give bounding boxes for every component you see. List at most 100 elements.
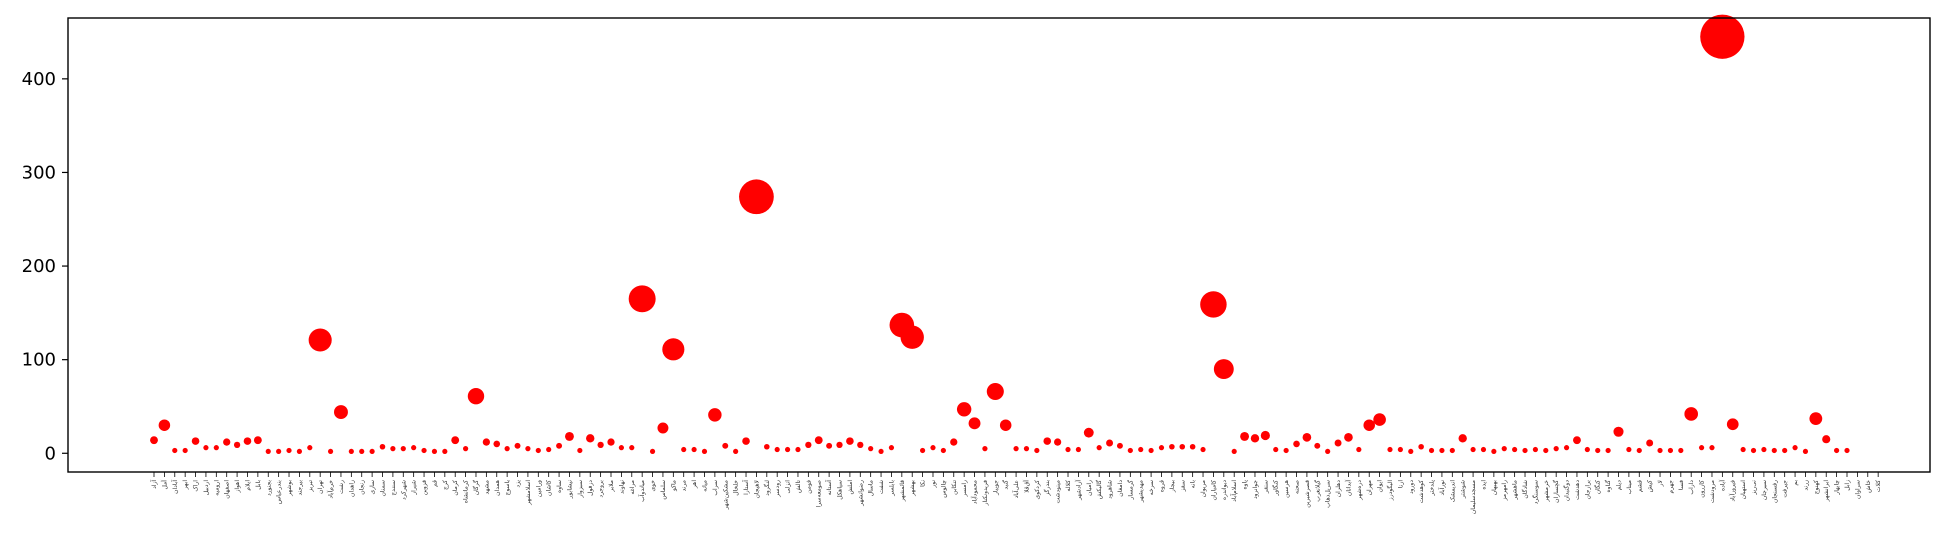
- data-point: [681, 446, 687, 453]
- x-tick-label: بندرگز: [1043, 480, 1051, 497]
- x-tick-label: اندیمشک: [1449, 480, 1456, 503]
- data-point: [327, 448, 334, 455]
- x-tick-label: کیش: [1647, 480, 1654, 492]
- data-point: [1626, 446, 1632, 453]
- x-tick-label: مرند: [681, 480, 688, 491]
- data-point: [1273, 446, 1279, 453]
- x-tick-label: کرمان: [452, 480, 459, 496]
- data-point: [836, 441, 843, 448]
- x-tick-label: گیلانغرب: [1313, 480, 1321, 502]
- data-point: [1169, 443, 1175, 450]
- x-tick-label: قروه: [1158, 480, 1165, 492]
- data-point: [1065, 446, 1071, 453]
- x-tick-label: جوانرود: [1252, 480, 1259, 499]
- x-tick-label: تهران: [317, 480, 324, 494]
- data-point: [359, 448, 365, 455]
- x-tick-label: دامغان: [1117, 480, 1124, 497]
- x-tick-label: بروجرد: [598, 480, 605, 498]
- y-tick-label: 400: [22, 69, 56, 90]
- data-point: [878, 448, 884, 455]
- data-point: [369, 448, 375, 455]
- data-point: [223, 438, 231, 446]
- x-tick-label: دزفول: [587, 480, 594, 496]
- data-point: [1605, 447, 1611, 454]
- data-point: [629, 445, 635, 451]
- x-tick-label: سنقر: [1262, 480, 1269, 494]
- data-point: [628, 285, 656, 313]
- data-point: [1408, 448, 1414, 455]
- data-point: [233, 441, 241, 448]
- x-tick-label: نکا: [920, 480, 927, 487]
- data-point: [868, 446, 874, 452]
- x-tick-label: ورامین: [535, 480, 542, 497]
- x-tick-label: شیراز: [411, 480, 418, 496]
- data-point: [1240, 431, 1250, 441]
- data-point: [1127, 447, 1133, 454]
- x-tick-label: دیواندره: [1221, 480, 1228, 500]
- data-point: [1684, 407, 1698, 421]
- x-tick-label: کوهدشت: [1418, 480, 1425, 503]
- x-tick-label: گالیکش: [1095, 480, 1103, 499]
- data-point: [1458, 434, 1467, 443]
- x-tick-label: لاهیجان: [753, 480, 760, 499]
- data-point: [1822, 435, 1831, 444]
- data-point: [764, 443, 770, 450]
- data-point: [1636, 447, 1642, 454]
- x-tick-label: بم: [1792, 480, 1799, 486]
- x-tick-label: شوشتر: [1460, 480, 1467, 499]
- x-tick-label: ایلام: [244, 480, 251, 491]
- x-tick-label: آبادان: [170, 480, 179, 494]
- data-point: [1148, 447, 1154, 454]
- y-tick-label: 0: [45, 443, 56, 464]
- x-tick-label: مرودشت: [1709, 480, 1716, 503]
- data-point: [504, 446, 510, 452]
- x-tick-label: خاش: [1865, 480, 1872, 493]
- x-tick-label: آستانه: [824, 480, 833, 496]
- data-point: [1470, 446, 1476, 453]
- x-tick-label: سیرجان: [1761, 480, 1768, 500]
- x-tick-label: سرپل‌ذهاب: [1325, 480, 1332, 508]
- data-point: [888, 445, 895, 451]
- x-tick-label: کنگاور: [1272, 480, 1280, 497]
- data-point: [1698, 445, 1705, 451]
- data-point: [182, 447, 188, 454]
- data-point: [1740, 446, 1746, 453]
- x-tick-label: چابهار: [1834, 480, 1841, 496]
- x-tick-label: ایوان: [1377, 480, 1384, 493]
- x-tick-label: آزادشهر: [1073, 480, 1082, 501]
- x-tick-label: کنگان: [1594, 480, 1602, 494]
- data-point: [1491, 448, 1497, 455]
- data-point: [1302, 433, 1312, 442]
- x-tick-label: کاشان: [546, 480, 553, 496]
- data-point: [986, 382, 1004, 401]
- x-tick-label: سراب: [712, 480, 719, 496]
- data-point: [565, 431, 574, 441]
- data-point: [1179, 443, 1186, 450]
- x-tick-label: داراب: [1688, 480, 1695, 495]
- data-point: [482, 438, 491, 446]
- data-point: [1613, 426, 1624, 437]
- data-point: [708, 408, 722, 422]
- data-point: [774, 446, 780, 453]
- x-tick-label: بهبهان: [1491, 480, 1498, 496]
- x-tick-label: زاهدان: [348, 480, 355, 497]
- x-tick-label: خرمشهر: [1543, 480, 1550, 503]
- data-point: [1013, 446, 1019, 452]
- data-point: [1792, 445, 1798, 451]
- data-point: [1646, 439, 1654, 447]
- data-point: [1809, 412, 1823, 426]
- x-tick-label: خوی: [650, 480, 657, 492]
- plot-frame: [67, 17, 1931, 473]
- data-point: [308, 328, 332, 352]
- data-point: [1189, 443, 1196, 450]
- x-tick-label: کلات: [1875, 480, 1882, 492]
- x-tick-label: ابهر: [182, 480, 189, 491]
- data-point: [1428, 447, 1435, 454]
- x-tick-label: فسا: [1678, 480, 1685, 490]
- data-point: [649, 448, 656, 455]
- y-tick-label: 200: [22, 256, 56, 277]
- x-tick-label: گناوه: [1604, 480, 1612, 493]
- data-point: [243, 437, 252, 445]
- data-point: [1700, 14, 1745, 59]
